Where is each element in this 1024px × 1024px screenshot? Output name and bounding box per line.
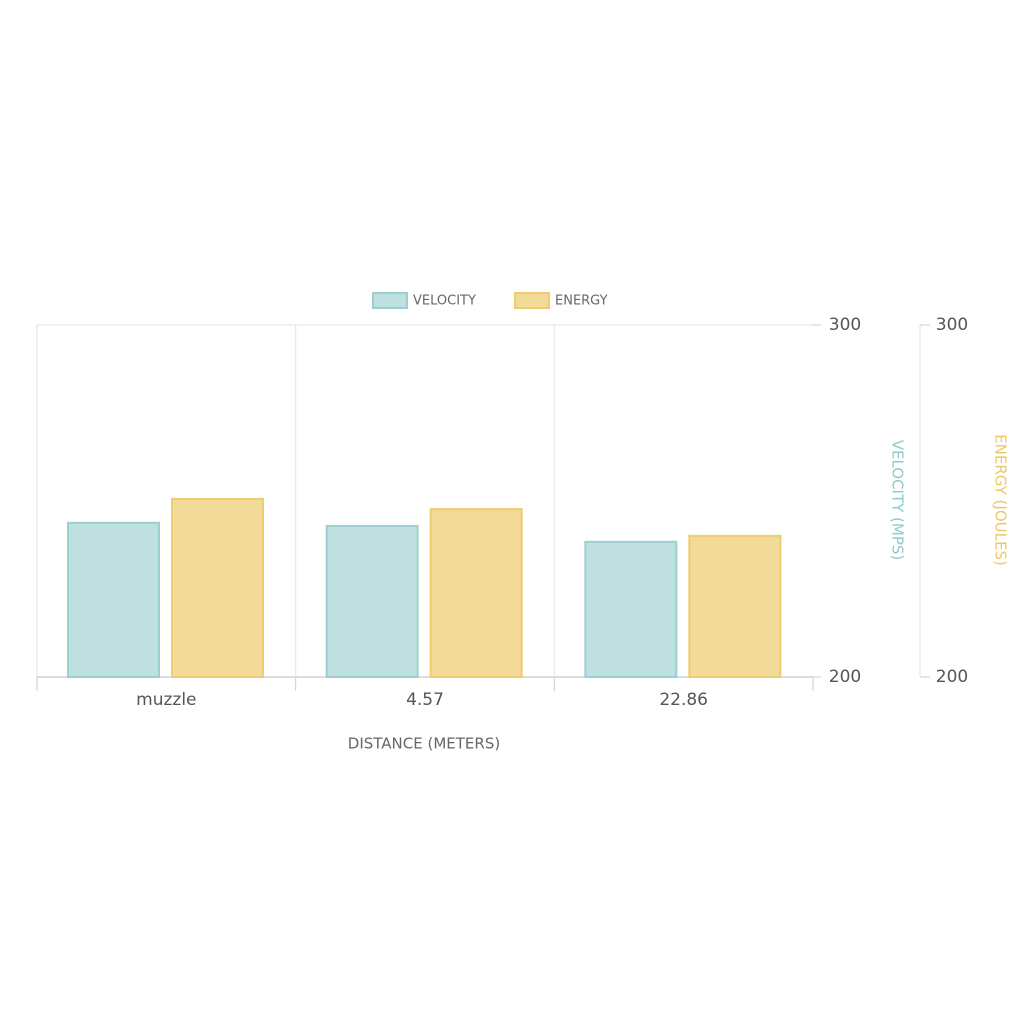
legend-label: VELOCITY [413, 294, 476, 309]
bar [325, 524, 419, 678]
legend-swatch [372, 292, 408, 309]
y-tick-label: 300 [829, 315, 861, 335]
x-tick-label: 22.86 [659, 690, 708, 710]
bar [171, 497, 264, 678]
bar [67, 521, 160, 678]
bar [688, 534, 782, 679]
y-axis-title: VELOCITY (MPS) [889, 440, 907, 561]
x-axis-title: DISTANCE (METERS) [348, 735, 500, 753]
legend-label: ENERGY [555, 294, 608, 309]
x-tick-label: 4.57 [406, 690, 444, 710]
y-tick-label: 200 [829, 667, 861, 687]
x-tick-label: muzzle [136, 690, 196, 710]
y2-tick-label: 300 [936, 315, 968, 335]
y2-tick-label: 200 [936, 667, 968, 687]
y2-axis-title: ENERGY (JOULES) [992, 434, 1010, 566]
legend-swatch [514, 292, 550, 309]
bar [429, 508, 523, 679]
bar [584, 540, 678, 678]
